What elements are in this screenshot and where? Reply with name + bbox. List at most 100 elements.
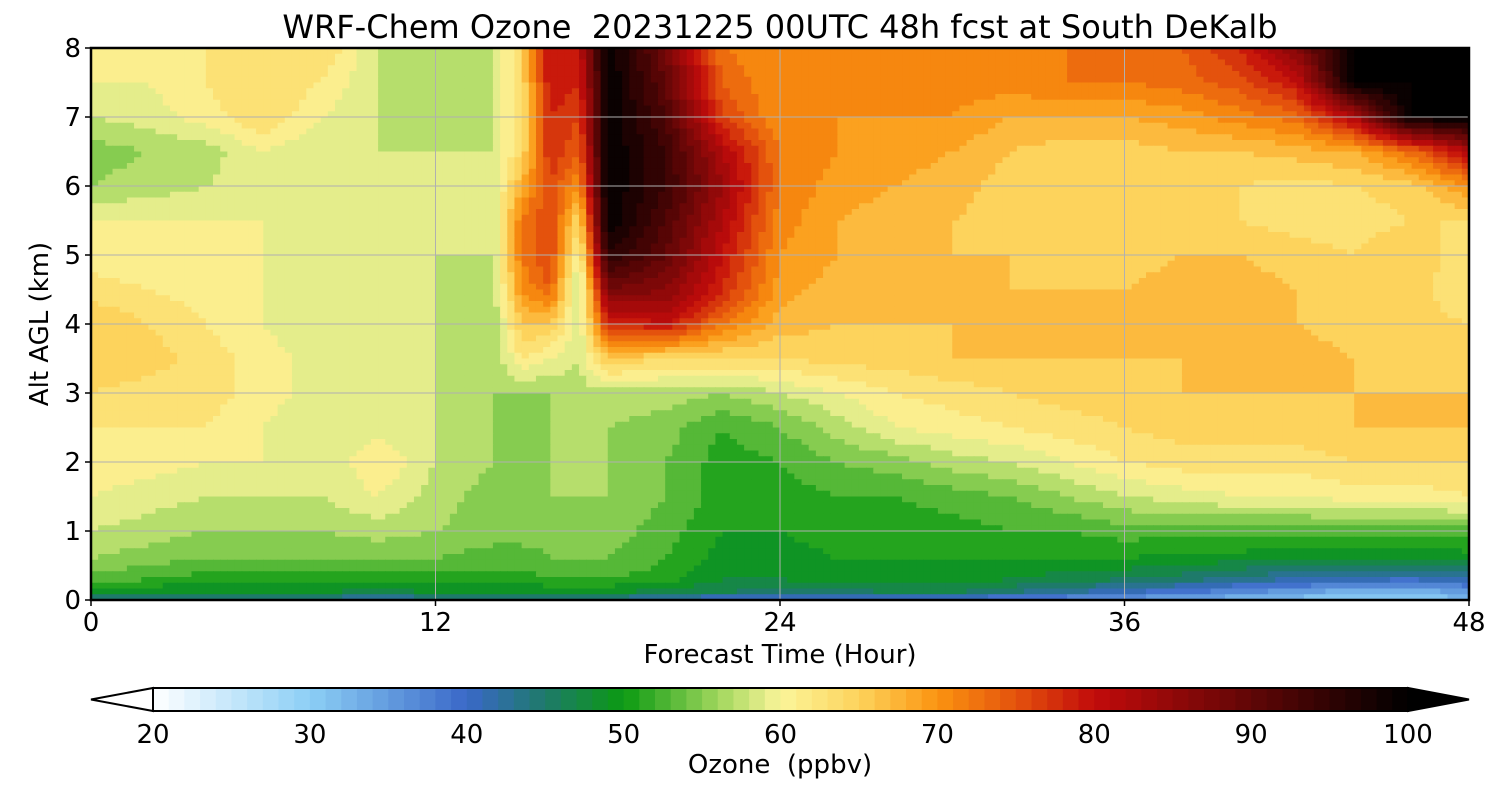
contour-cell: [256, 163, 264, 170]
contour-cell: [593, 191, 602, 199]
contour-cell: [464, 157, 472, 164]
contour-cell: [500, 76, 508, 84]
contour-cell: [1404, 180, 1413, 187]
contour-cell: [1318, 71, 1327, 78]
contour-cell: [736, 105, 745, 112]
contour-cell: [169, 117, 178, 124]
contour-cell: [851, 168, 860, 176]
contour-cell: [1440, 128, 1449, 135]
contour-cell: [629, 134, 638, 141]
contour-cell: [815, 168, 824, 176]
contour-cell: [1397, 53, 1406, 61]
contour-cell: [579, 168, 587, 176]
contour-cell: [866, 157, 874, 164]
contour-cell: [1404, 105, 1413, 112]
contour-cell: [1189, 94, 1197, 101]
contour-cell: [105, 88, 114, 95]
contour-cell: [1081, 151, 1090, 158]
contour-cell: [837, 48, 846, 55]
contour-cell: [1074, 59, 1083, 66]
contour-cell: [148, 105, 157, 112]
contour-cell: [112, 76, 121, 84]
contour-cell: [1461, 163, 1469, 170]
contour-cell: [902, 186, 910, 193]
contour-cell: [306, 76, 315, 84]
contour-cell: [449, 168, 458, 176]
contour-cell: [284, 174, 293, 181]
contour-cell: [521, 88, 530, 95]
contour-cell: [492, 82, 501, 89]
contour-cell: [449, 186, 458, 193]
contour-cell: [586, 151, 594, 158]
contour-cell: [284, 151, 293, 158]
contour-cell: [801, 145, 810, 153]
contour-cell: [464, 71, 472, 78]
contour-cell: [701, 88, 709, 95]
contour-cell: [478, 117, 487, 124]
contour-cell: [715, 145, 724, 153]
contour-cell: [593, 94, 602, 101]
contour-cell: [500, 122, 508, 130]
contour-cell: [1318, 117, 1327, 124]
contour-cell: [306, 117, 315, 124]
contour-cell: [988, 94, 996, 101]
contour-cell: [1296, 94, 1305, 101]
contour-cell: [1239, 180, 1248, 187]
contour-cell: [1009, 174, 1018, 181]
contour-cell: [1375, 122, 1384, 130]
contour-cell: [177, 191, 185, 199]
contour-cell: [1045, 134, 1054, 141]
contour-cell: [492, 48, 501, 55]
contour-cell: [1289, 151, 1298, 158]
contour-cell: [930, 48, 939, 55]
contour-cell: [959, 122, 968, 130]
contour-cell: [1433, 134, 1441, 141]
contour-cell: [1117, 145, 1126, 153]
contour-cell: [1461, 111, 1469, 118]
contour-cell: [1124, 117, 1133, 124]
contour-cell: [148, 122, 157, 130]
contour-cell: [973, 71, 982, 78]
contour-cell: [514, 128, 523, 135]
contour-cell: [643, 168, 652, 176]
contour-cell: [112, 140, 121, 147]
contour-cell: [119, 48, 128, 55]
contour-cell: [248, 168, 257, 176]
contour-cell: [435, 65, 444, 72]
contour-cell: [1016, 157, 1025, 164]
contour-cell: [392, 99, 401, 107]
contour-cell: [421, 186, 429, 193]
contour-cell: [313, 48, 322, 55]
contour-cell: [421, 71, 429, 78]
contour-cell: [1031, 168, 1039, 176]
contour-cell: [1289, 59, 1298, 66]
contour-cell: [1447, 65, 1456, 72]
contour-cell: [105, 117, 114, 124]
contour-cell: [1052, 163, 1061, 170]
contour-cell: [1296, 140, 1305, 147]
contour-cell: [1440, 163, 1449, 170]
contour-cell: [507, 117, 516, 124]
contour-cell: [629, 191, 638, 199]
contour-cell: [937, 99, 946, 107]
contour-cell: [1167, 76, 1176, 84]
contour-cell: [349, 145, 358, 153]
contour-cell: [693, 140, 702, 147]
contour-cell: [571, 117, 580, 124]
contour-cell: [1024, 65, 1032, 72]
contour-cell: [184, 48, 193, 55]
contour-cell: [1224, 122, 1233, 130]
contour-cell: [1052, 82, 1061, 89]
contour-cell: [241, 48, 250, 55]
contour-cell: [478, 53, 487, 61]
contour-cell: [629, 140, 638, 147]
contour-cell: [392, 65, 401, 72]
contour-cell: [1174, 117, 1183, 124]
contour-cell: [492, 163, 501, 170]
contour-cell: [873, 128, 882, 135]
contour-cell: [586, 186, 594, 193]
contour-cell: [134, 128, 142, 135]
contour-cell: [579, 111, 587, 118]
contour-cell: [937, 88, 946, 95]
contour-cell: [1354, 59, 1362, 66]
